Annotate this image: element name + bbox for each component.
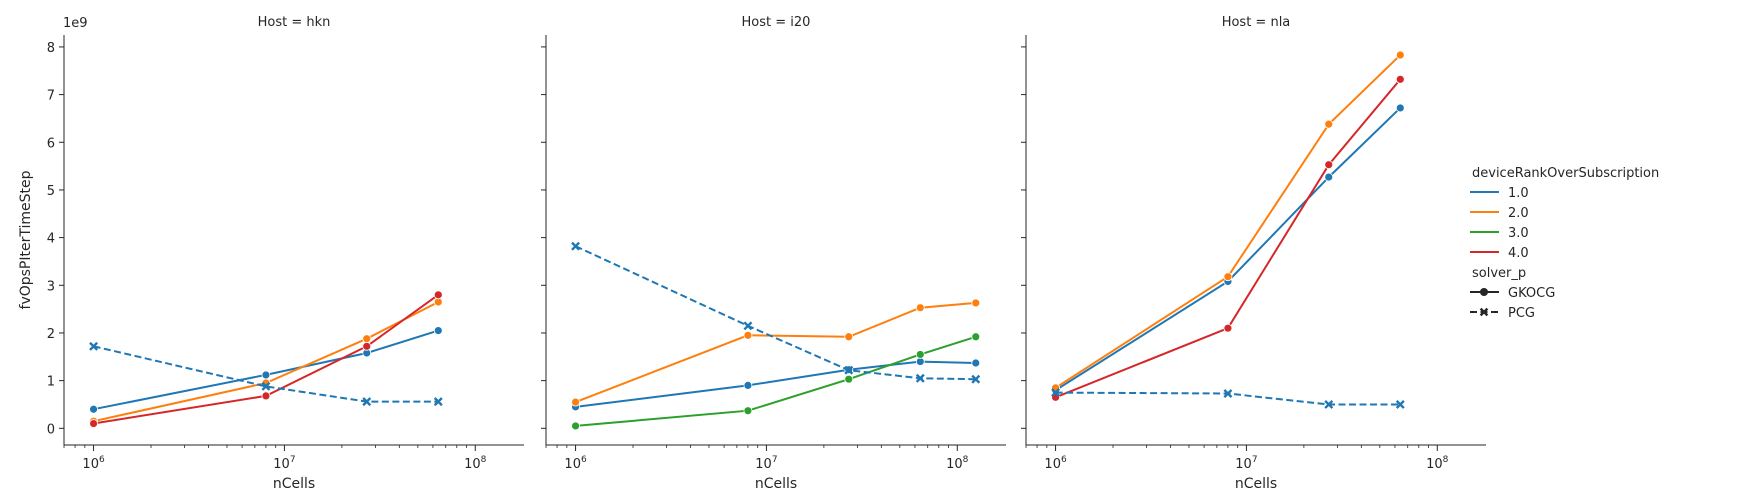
data-point (971, 332, 981, 342)
data-point (1395, 103, 1405, 113)
data-point (743, 381, 753, 390)
y-axis-label: fvOpsPIterTimeStep (18, 170, 34, 309)
data-point (1324, 160, 1334, 170)
data-point-x (362, 397, 372, 407)
x-axis-label: nCells (755, 476, 797, 492)
panel-2: Host = nla 106 107 108 nCells (1021, 15, 1486, 492)
series-line-1.0-GKOCG (93, 329, 439, 411)
series-line-4.0-GKOCG (93, 293, 439, 425)
data-point (844, 332, 854, 342)
data-point (571, 421, 580, 431)
series-line-1.0-PCG (93, 345, 439, 403)
panel-1: Host = i20 106 107 108 nCells (541, 15, 1006, 492)
legend-label: 4.0 (1508, 246, 1529, 261)
series-line-2.0-GKOCG (93, 301, 439, 423)
series-line-2.0-GKOCG (575, 301, 976, 404)
x-tick-label: 107 (755, 455, 777, 472)
data-point-x (433, 397, 443, 407)
x-tick-label: 106 (564, 455, 587, 472)
series-line-2.0-GKOCG (1055, 54, 1401, 389)
panel-0: Host = hkn 0 1 2 3 4 5 6 7 8 106 107 108 nCells (47, 15, 524, 492)
data-point (433, 326, 443, 335)
data-point (433, 290, 443, 300)
legend-marker (1480, 288, 1488, 296)
y-tick-label: 3 (47, 279, 55, 294)
series-line-1.0-GKOCG (575, 360, 976, 408)
data-point-x (844, 365, 854, 375)
y-tick-label: 8 (47, 41, 55, 56)
data-point (89, 419, 98, 428)
panel-title: Host = i20 (742, 15, 811, 30)
legend-label: PCG (1508, 306, 1535, 321)
data-point-x (1395, 400, 1405, 409)
legend-label: 2.0 (1508, 206, 1529, 221)
data-point (915, 350, 925, 359)
y-tick-label: 7 (47, 89, 55, 104)
panel-title: Host = hkn (258, 15, 331, 30)
legend-title-style: solver_p (1472, 266, 1526, 281)
data-point (1223, 272, 1233, 282)
x-tick-label: 107 (273, 455, 295, 472)
y-tick-label: 2 (47, 327, 55, 342)
data-point (1223, 323, 1233, 333)
y-tick-label: 5 (47, 184, 55, 199)
series-line-4.0-GKOCG (1055, 78, 1402, 399)
data-point-x (915, 373, 925, 383)
data-point (261, 391, 271, 401)
data-point-x (1223, 389, 1233, 398)
y-tick-label: 4 (47, 232, 55, 247)
data-point (89, 404, 98, 414)
data-point (971, 358, 981, 368)
data-point (743, 406, 753, 416)
x-tick-label: 108 (1426, 455, 1449, 472)
data-point (362, 334, 372, 344)
data-point (362, 341, 372, 351)
data-point-x (1051, 388, 1061, 398)
data-point-x (89, 341, 99, 351)
series-line-1.0-PCG (575, 245, 976, 381)
data-point (1324, 172, 1334, 182)
legend-label: GKOCG (1508, 286, 1555, 301)
data-point-x (743, 321, 753, 331)
y-tick-label: 0 (47, 422, 55, 437)
data-point-x (1324, 400, 1334, 409)
x-tick-label: 106 (82, 455, 105, 472)
legend-marker (1479, 307, 1489, 317)
data-point (571, 397, 580, 407)
legend-label: 1.0 (1508, 186, 1529, 201)
x-axis-label: nCells (273, 476, 315, 492)
data-point-x (261, 381, 271, 391)
y-tick-label: 1 (47, 375, 55, 390)
panel-title: Host = nla (1222, 15, 1291, 30)
data-point (971, 298, 981, 308)
data-point (844, 374, 854, 384)
x-tick-label: 108 (464, 455, 487, 472)
series-line-1.0-GKOCG (1055, 107, 1401, 392)
series-line-1.0-PCG (1055, 391, 1401, 406)
data-point (1324, 119, 1334, 129)
data-point-x (971, 374, 981, 384)
x-tick-label: 107 (1235, 455, 1257, 472)
y-tick-label: 6 (47, 136, 55, 151)
data-point (915, 303, 925, 313)
x-tick-label: 106 (1044, 455, 1067, 472)
data-point (1395, 74, 1405, 84)
legend-title-hue: deviceRankOverSubscription (1472, 166, 1659, 181)
legend: deviceRankOverSubscription 1.0 2.0 3.0 4.0 so… (1470, 166, 1659, 321)
y-multiplier-label: 1e9 (63, 16, 88, 31)
data-point (743, 330, 753, 340)
x-tick-label: 108 (946, 455, 969, 472)
data-point (1395, 50, 1405, 60)
data-point (261, 370, 271, 380)
x-axis-label: nCells (1235, 476, 1277, 492)
legend-label: 3.0 (1508, 226, 1529, 241)
data-point-x (571, 241, 581, 251)
